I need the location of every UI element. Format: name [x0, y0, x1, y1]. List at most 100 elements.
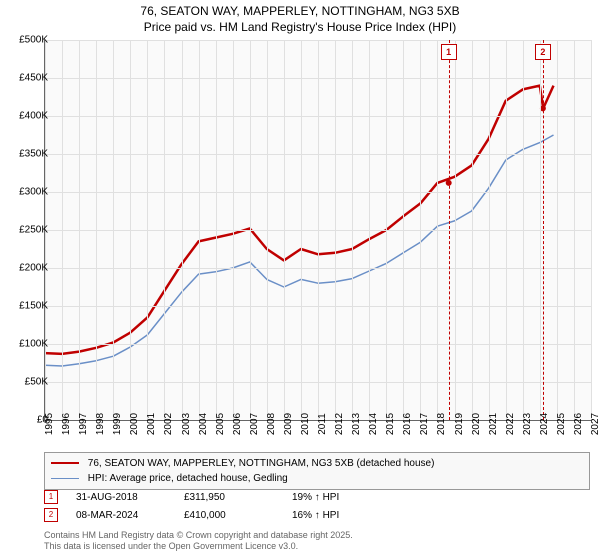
- gridline-v: [301, 40, 302, 420]
- marker-badge: 1: [44, 490, 58, 504]
- legend-box: 76, SEATON WAY, MAPPERLEY, NOTTINGHAM, N…: [44, 452, 590, 490]
- gridline-v: [335, 40, 336, 420]
- gridline-v: [62, 40, 63, 420]
- y-axis-label: £350K: [4, 149, 48, 160]
- footer-text: Contains HM Land Registry data © Crown c…: [44, 530, 353, 552]
- x-axis-label: 2020: [471, 413, 482, 435]
- gridline-v: [267, 40, 268, 420]
- x-axis-label: 2002: [163, 413, 174, 435]
- gridline-v: [557, 40, 558, 420]
- gridline-v: [540, 40, 541, 420]
- marker-price: £311,950: [184, 492, 274, 503]
- x-axis-label: 2000: [129, 413, 140, 435]
- gridline-v: [199, 40, 200, 420]
- gridline-v: [147, 40, 148, 420]
- y-axis-label: £150K: [4, 301, 48, 312]
- x-axis-label: 2010: [300, 413, 311, 435]
- legend-item-hpi: HPI: Average price, detached house, Gedl…: [51, 471, 583, 486]
- x-axis-label: 1997: [78, 413, 89, 435]
- x-axis-label: 2007: [249, 413, 260, 435]
- y-axis-label: £450K: [4, 73, 48, 84]
- x-axis-label: 1996: [61, 413, 72, 435]
- x-axis-label: 2012: [334, 413, 345, 435]
- gridline-v: [386, 40, 387, 420]
- y-axis-label: £200K: [4, 263, 48, 274]
- legend-swatch-hpi: [51, 478, 79, 479]
- y-axis-label: £100K: [4, 339, 48, 350]
- x-axis-label: 2023: [522, 413, 533, 435]
- gridline-v: [182, 40, 183, 420]
- legend-swatch-price: [51, 462, 79, 464]
- x-axis-label: 2011: [317, 413, 328, 435]
- x-axis-label: 2022: [505, 413, 516, 435]
- x-axis-label: 2005: [215, 413, 226, 435]
- gridline-v: [574, 40, 575, 420]
- y-axis-label: £500K: [4, 35, 48, 46]
- marker-badge: 2: [44, 508, 58, 522]
- gridline-v: [523, 40, 524, 420]
- x-axis-label: 2006: [232, 413, 243, 435]
- x-axis-label: 2027: [590, 413, 600, 435]
- x-axis-label: 2001: [146, 413, 157, 435]
- marker-callout-1: 1: [441, 44, 457, 60]
- marker-note: 19% ↑ HPI: [292, 492, 382, 503]
- legend-label-price: 76, SEATON WAY, MAPPERLEY, NOTTINGHAM, N…: [88, 458, 435, 469]
- gridline-v: [455, 40, 456, 420]
- x-axis-label: 2018: [436, 413, 447, 435]
- gridline-v: [437, 40, 438, 420]
- chart-plot-area: [44, 40, 591, 421]
- legend-label-hpi: HPI: Average price, detached house, Gedl…: [88, 473, 288, 484]
- gridline-v: [591, 40, 592, 420]
- x-axis-label: 2021: [488, 413, 499, 435]
- marker-data-row: 2 08-MAR-2024 £410,000 16% ↑ HPI: [44, 508, 382, 522]
- x-axis-label: 2015: [385, 413, 396, 435]
- gridline-v: [352, 40, 353, 420]
- y-axis-label: £0: [4, 415, 48, 426]
- x-axis-label: 2013: [351, 413, 362, 435]
- gridline-v: [506, 40, 507, 420]
- x-axis-label: 2009: [283, 413, 294, 435]
- y-axis-label: £250K: [4, 225, 48, 236]
- gridline-v: [96, 40, 97, 420]
- marker-vline: [543, 40, 544, 420]
- marker-data-table: 131-AUG-2018£311,95019% ↑ HPI208-MAR-202…: [44, 490, 382, 526]
- marker-data-row: 131-AUG-2018£311,95019% ↑ HPI: [44, 490, 382, 504]
- gridline-v: [216, 40, 217, 420]
- marker-date: 08-MAR-2024: [76, 510, 166, 521]
- gridline-v: [489, 40, 490, 420]
- x-axis-label: 2004: [198, 413, 209, 435]
- y-axis-label: £400K: [4, 111, 48, 122]
- x-axis-label: 1998: [95, 413, 106, 435]
- series-line-price_paid: [45, 86, 554, 354]
- gridline-v: [233, 40, 234, 420]
- gridline-v: [79, 40, 80, 420]
- marker-vline: [449, 40, 450, 420]
- marker-note: 16% ↑ HPI: [292, 510, 382, 521]
- marker-callout-2: 2: [535, 44, 551, 60]
- x-axis-label: 1995: [44, 413, 55, 435]
- legend-item-price: 76, SEATON WAY, MAPPERLEY, NOTTINGHAM, N…: [51, 456, 583, 471]
- gridline-v: [472, 40, 473, 420]
- x-axis-label: 2017: [419, 413, 430, 435]
- marker-price: £410,000: [184, 510, 274, 521]
- x-axis-label: 2024: [539, 413, 550, 435]
- gridline-v: [369, 40, 370, 420]
- y-axis-label: £300K: [4, 187, 48, 198]
- y-axis-label: £50K: [4, 377, 48, 388]
- footer-line2: This data is licensed under the Open Gov…: [44, 541, 353, 552]
- gridline-v: [403, 40, 404, 420]
- x-axis-label: 2003: [181, 413, 192, 435]
- x-axis-label: 2019: [454, 413, 465, 435]
- gridline-v: [284, 40, 285, 420]
- x-axis-label: 2016: [402, 413, 413, 435]
- gridline-v: [250, 40, 251, 420]
- gridline-v: [318, 40, 319, 420]
- gridline-v: [164, 40, 165, 420]
- x-axis-label: 1999: [112, 413, 123, 435]
- gridline-v: [420, 40, 421, 420]
- gridline-v: [113, 40, 114, 420]
- x-axis-label: 2014: [368, 413, 379, 435]
- x-axis-label: 2025: [556, 413, 567, 435]
- chart-title: 76, SEATON WAY, MAPPERLEY, NOTTINGHAM, N…: [0, 0, 600, 35]
- x-axis-label: 2008: [266, 413, 277, 435]
